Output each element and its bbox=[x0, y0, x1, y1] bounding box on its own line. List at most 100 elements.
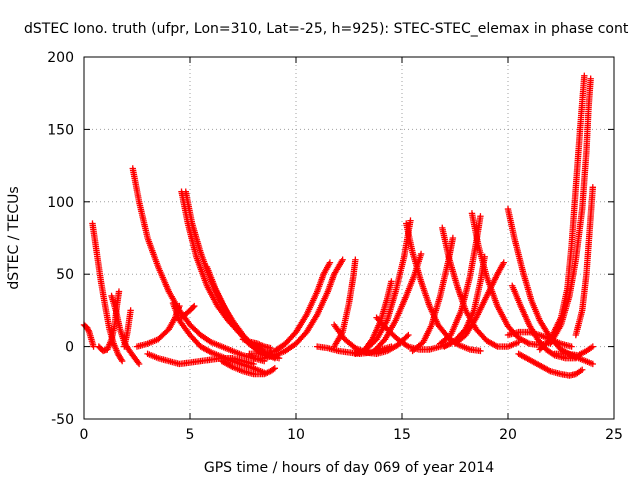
marker-run bbox=[585, 77, 594, 109]
marker-run bbox=[350, 258, 359, 279]
data-arc bbox=[182, 188, 278, 362]
data-point bbox=[388, 278, 395, 285]
marker-run bbox=[331, 258, 345, 276]
data-point bbox=[579, 366, 586, 373]
marker-run bbox=[528, 298, 543, 322]
data-point bbox=[405, 331, 412, 339]
marker-run bbox=[249, 339, 260, 347]
data-point bbox=[118, 357, 126, 365]
marker-run bbox=[586, 186, 596, 232]
marker-run bbox=[506, 339, 521, 350]
marker-run bbox=[166, 316, 178, 331]
marker-run bbox=[188, 322, 203, 337]
marker-run bbox=[583, 106, 592, 153]
marker-run bbox=[372, 337, 387, 353]
marker-run bbox=[256, 341, 266, 350]
data-point bbox=[339, 256, 346, 263]
marker-run bbox=[471, 280, 484, 312]
data-point bbox=[589, 184, 596, 191]
data-point bbox=[115, 288, 123, 295]
marker-run bbox=[204, 284, 220, 308]
marker-run bbox=[179, 308, 192, 320]
data-point bbox=[275, 354, 283, 362]
marker-run bbox=[198, 332, 213, 345]
marker-run bbox=[537, 337, 553, 352]
data-point bbox=[326, 259, 334, 266]
marker-run bbox=[262, 368, 273, 377]
data-point bbox=[250, 360, 257, 368]
marker-run bbox=[392, 255, 407, 293]
x-ticks: 0 5 10 15 20 25 bbox=[80, 57, 623, 443]
marker-run bbox=[102, 304, 113, 331]
data-point bbox=[589, 360, 596, 368]
marker-run bbox=[104, 337, 115, 352]
marker-run bbox=[115, 352, 125, 363]
marker-run bbox=[93, 251, 104, 283]
marker-run bbox=[445, 255, 460, 288]
data-arc bbox=[246, 259, 334, 358]
data-arc bbox=[352, 278, 395, 358]
marker-run bbox=[463, 308, 477, 331]
marker-run bbox=[466, 241, 480, 279]
data-arc bbox=[121, 307, 134, 350]
marker-run bbox=[477, 255, 488, 283]
marker-run bbox=[220, 344, 234, 354]
marker-run bbox=[583, 229, 593, 276]
marker-run bbox=[527, 357, 542, 368]
marker-run bbox=[511, 236, 526, 273]
marker-run bbox=[364, 337, 379, 352]
marker-run bbox=[146, 336, 160, 347]
marker-run bbox=[576, 348, 588, 358]
marker-run bbox=[385, 342, 400, 354]
marker-run bbox=[273, 341, 288, 354]
marker-run bbox=[396, 337, 411, 349]
marker-run bbox=[230, 348, 245, 358]
y-tick-label: 50 bbox=[56, 267, 74, 283]
data-point bbox=[500, 259, 507, 266]
marker-run bbox=[516, 351, 531, 363]
marker-run bbox=[564, 244, 575, 290]
marker-run bbox=[209, 339, 224, 350]
marker-run bbox=[378, 297, 390, 322]
data-point bbox=[581, 72, 588, 80]
marker-run bbox=[193, 255, 210, 288]
data-arc bbox=[551, 343, 596, 359]
marker-run bbox=[577, 74, 588, 131]
data-point bbox=[477, 347, 484, 355]
data-point bbox=[449, 234, 457, 242]
marker-run bbox=[520, 269, 534, 302]
marker-run bbox=[177, 318, 193, 337]
marker-run bbox=[548, 323, 564, 346]
marker-run bbox=[88, 337, 97, 348]
data-point bbox=[477, 213, 484, 220]
marker-run bbox=[223, 308, 239, 331]
marker-run bbox=[126, 347, 135, 358]
x-tick-label: 15 bbox=[393, 427, 411, 443]
data-arc bbox=[80, 321, 97, 350]
marker-run bbox=[509, 284, 524, 308]
data-arcs bbox=[80, 72, 596, 379]
data-point bbox=[267, 344, 274, 352]
marker-run bbox=[89, 222, 100, 254]
data-point bbox=[481, 253, 488, 261]
data-arc bbox=[330, 256, 359, 350]
marker-run bbox=[474, 327, 489, 343]
marker-run bbox=[584, 344, 595, 354]
data-arc bbox=[572, 184, 596, 339]
marker-run bbox=[346, 275, 357, 305]
marker-run bbox=[580, 357, 595, 367]
marker-run bbox=[136, 200, 151, 240]
marker-run bbox=[304, 290, 320, 317]
marker-run bbox=[537, 318, 553, 340]
marker-run bbox=[384, 290, 399, 322]
marker-run bbox=[374, 315, 390, 331]
x-tick-label: 25 bbox=[605, 427, 623, 443]
x-tick-label: 20 bbox=[499, 427, 517, 443]
marker-run bbox=[473, 294, 490, 320]
marker-run bbox=[410, 340, 425, 353]
data-point bbox=[568, 343, 575, 350]
data-arc bbox=[409, 234, 457, 355]
marker-run bbox=[178, 190, 191, 225]
marker-run bbox=[111, 342, 121, 356]
